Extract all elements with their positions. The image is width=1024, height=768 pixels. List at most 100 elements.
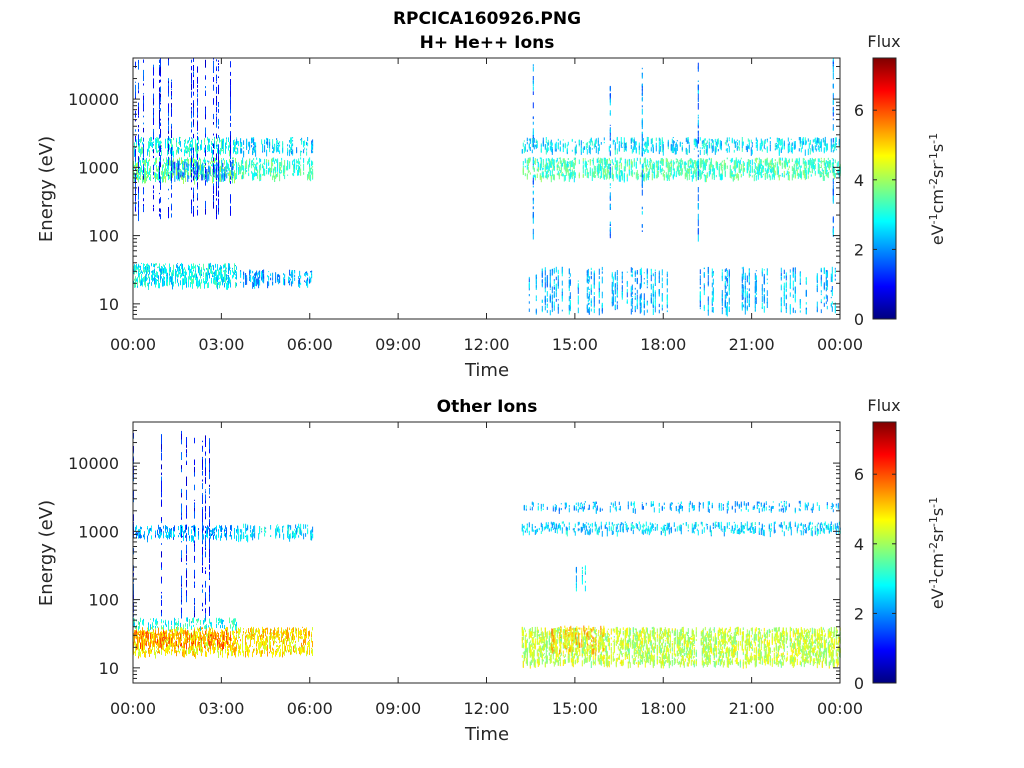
flux-cell bbox=[138, 110, 139, 116]
flux-cell bbox=[646, 309, 648, 313]
flux-cell bbox=[631, 172, 633, 178]
flux-cell bbox=[616, 160, 618, 167]
flux-cell bbox=[658, 145, 660, 152]
flux-cell bbox=[252, 163, 254, 166]
flux-cell bbox=[249, 158, 251, 165]
flux-cell bbox=[137, 175, 138, 178]
flux-cell bbox=[728, 283, 730, 286]
flux-cell bbox=[614, 290, 616, 295]
flux-cell bbox=[139, 151, 140, 153]
flux-cell bbox=[561, 173, 563, 177]
flux-cell bbox=[223, 143, 224, 150]
flux-cell bbox=[308, 158, 310, 164]
flux-cell bbox=[616, 174, 618, 180]
flux-cell bbox=[729, 160, 731, 162]
flux-cell bbox=[272, 139, 274, 146]
flux-cell bbox=[811, 157, 813, 161]
flux-cell bbox=[590, 137, 592, 143]
flux-cell bbox=[598, 159, 600, 163]
flux-cell bbox=[266, 141, 268, 144]
flux-cell bbox=[216, 133, 217, 139]
flux-cell bbox=[168, 125, 169, 132]
flux-cell bbox=[685, 147, 687, 155]
flux-cell bbox=[245, 161, 247, 164]
flux-cell bbox=[541, 279, 543, 283]
flux-cell bbox=[558, 166, 560, 171]
flux-cell bbox=[526, 164, 528, 170]
flux-cell bbox=[243, 175, 245, 179]
flux-cell bbox=[184, 279, 185, 283]
flux-cell bbox=[635, 161, 637, 169]
flux-cell bbox=[159, 59, 160, 63]
flux-cell bbox=[154, 279, 155, 285]
flux-cell bbox=[213, 199, 214, 204]
flux-cell bbox=[577, 295, 579, 301]
flux-cell bbox=[544, 267, 546, 271]
flux-cell bbox=[820, 157, 822, 160]
flux-cell bbox=[794, 174, 796, 179]
flux-cell bbox=[705, 175, 707, 183]
flux-cell bbox=[634, 287, 636, 290]
flux-cell bbox=[699, 275, 701, 280]
flux-cell bbox=[626, 299, 628, 304]
flux-cell bbox=[597, 171, 599, 178]
flux-cell bbox=[278, 273, 280, 276]
flux-cell bbox=[187, 151, 188, 154]
flux-cell bbox=[233, 140, 234, 146]
flux-cell bbox=[311, 140, 313, 146]
flux-cell bbox=[249, 271, 251, 276]
flux-cell bbox=[565, 163, 567, 169]
flux-cell bbox=[665, 172, 667, 177]
flux-cell bbox=[604, 161, 606, 168]
flux-cell bbox=[760, 163, 762, 166]
flux-cell bbox=[696, 140, 698, 144]
flux-cell bbox=[143, 188, 144, 195]
flux-cell bbox=[742, 287, 744, 292]
flux-cell bbox=[190, 168, 191, 176]
flux-cell bbox=[537, 162, 539, 168]
flux-cell bbox=[812, 149, 814, 153]
flux-cell bbox=[168, 85, 169, 93]
flux-cell bbox=[138, 59, 139, 63]
flux-cell bbox=[185, 168, 186, 176]
flux-cell bbox=[160, 102, 161, 105]
flux-cell bbox=[644, 158, 646, 164]
flux-cell bbox=[709, 168, 711, 175]
flux-cell bbox=[236, 176, 237, 179]
flux-cell bbox=[216, 106, 217, 113]
flux-cell bbox=[620, 142, 622, 146]
flux-cell bbox=[803, 161, 805, 164]
flux-cell bbox=[675, 143, 677, 148]
flux-cell bbox=[626, 289, 628, 294]
flux-cell bbox=[770, 162, 772, 165]
flux-cell bbox=[742, 141, 744, 146]
flux-cell bbox=[616, 304, 618, 310]
flux-cell bbox=[721, 174, 723, 180]
flux-cell bbox=[223, 264, 224, 269]
flux-cell bbox=[284, 168, 286, 171]
flux-cell bbox=[160, 160, 161, 163]
flux-cell bbox=[223, 172, 225, 176]
flux-cell bbox=[292, 276, 294, 284]
flux-cell bbox=[171, 187, 172, 190]
flux-cell bbox=[196, 278, 197, 282]
flux-cell bbox=[143, 207, 144, 210]
flux-cell bbox=[180, 172, 182, 175]
flux-cell bbox=[218, 171, 219, 176]
flux-cell bbox=[258, 271, 260, 275]
flux-cell bbox=[306, 281, 308, 286]
flux-cell bbox=[776, 161, 778, 166]
flux-cell bbox=[246, 275, 248, 281]
flux-cell bbox=[162, 281, 163, 287]
flux-cell bbox=[190, 162, 191, 169]
flux-cell bbox=[160, 274, 161, 282]
flux-cell bbox=[156, 143, 157, 149]
flux-cell bbox=[272, 278, 274, 281]
flux-cell bbox=[277, 172, 279, 177]
flux-cell bbox=[167, 159, 168, 164]
flux-cell bbox=[549, 141, 551, 145]
flux-cell bbox=[699, 307, 701, 310]
flux-cell bbox=[778, 138, 780, 141]
flux-cell bbox=[148, 146, 149, 152]
flux-cell bbox=[191, 169, 192, 172]
